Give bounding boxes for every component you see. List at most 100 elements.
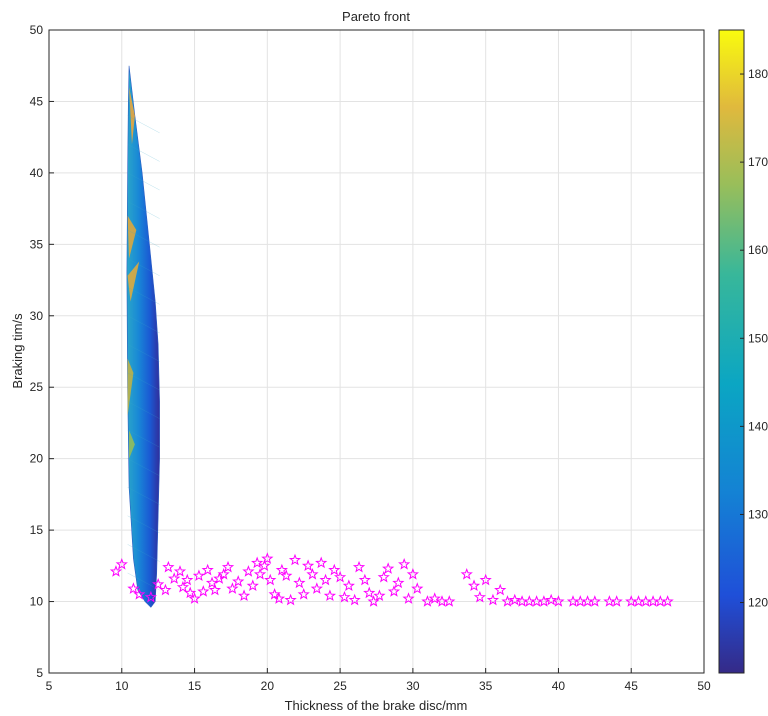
pareto-point [319, 573, 332, 586]
x-tick-label: 10 [115, 679, 129, 693]
y-tick-label: 50 [30, 23, 44, 37]
y-tick-label: 25 [30, 380, 44, 394]
x-tick-label: 20 [261, 679, 275, 693]
pareto-point [246, 579, 259, 592]
pareto-point [284, 593, 297, 606]
pareto-point [363, 586, 376, 599]
pareto-point [268, 587, 281, 600]
pareto-point [508, 593, 521, 606]
pareto-point [264, 573, 277, 586]
pareto-point [479, 573, 492, 586]
pareto-point [197, 585, 210, 597]
surface-facet [127, 401, 160, 419]
pareto-point [275, 563, 288, 576]
y-tick-label: 45 [30, 94, 44, 108]
scatter-series [109, 552, 674, 607]
pareto-point [258, 559, 271, 572]
pareto-point [306, 567, 319, 580]
pareto-point [323, 589, 337, 602]
x-tick-label: 15 [188, 679, 202, 693]
pareto-point [494, 583, 507, 596]
pareto-point [486, 593, 500, 606]
pareto-point [201, 563, 214, 576]
pareto-point [280, 569, 293, 582]
surface-highlight [127, 358, 134, 416]
x-tick-label: 35 [479, 679, 493, 693]
pareto-point [133, 587, 146, 600]
pareto-point [392, 576, 405, 589]
pareto-point [251, 556, 264, 569]
pareto-point [192, 569, 206, 582]
pareto-point [406, 567, 419, 580]
plot-frame [48, 29, 705, 674]
x-tick-label: 5 [46, 679, 53, 693]
pareto-point [328, 563, 341, 576]
y-ticks: 5 10 15 20 25 30 35 40 45 50 [30, 23, 54, 680]
pareto-point [588, 595, 601, 607]
pareto-point [115, 557, 128, 570]
colorbar-ticks: 120 130 140 150 160 170 180 [740, 67, 768, 610]
colorbar-tick-label: 120 [748, 596, 768, 610]
y-tick-label: 30 [30, 309, 44, 323]
surface-facet [127, 315, 160, 334]
surface-facet [127, 372, 160, 391]
pareto-point [358, 573, 371, 586]
colorbar-tick-label: 170 [748, 155, 768, 169]
pareto-point [242, 565, 255, 577]
pareto-point [342, 579, 355, 592]
pareto-point [188, 592, 201, 604]
pareto-surface [126, 65, 160, 608]
surface-facet [127, 487, 160, 505]
surface-facet [127, 429, 160, 448]
pareto-point [237, 589, 251, 602]
pareto-point [310, 582, 323, 594]
colorbar-tick-label: 150 [748, 331, 768, 345]
pareto-point [377, 570, 390, 583]
pareto-point [159, 583, 172, 596]
pareto-point [109, 565, 123, 577]
pareto-point [443, 595, 456, 607]
x-ticks: 5 10 15 20 25 30 35 40 45 50 [46, 668, 711, 693]
pareto-point [352, 560, 366, 573]
x-tick-label: 45 [625, 679, 639, 693]
surface-facet [127, 258, 160, 276]
pareto-point [334, 570, 347, 583]
pareto-point [382, 562, 395, 574]
pareto-point [460, 567, 473, 580]
x-axis-label: Thickness of the brake disc/mm [285, 698, 468, 713]
pareto-point [387, 585, 401, 597]
pareto-point [338, 590, 351, 603]
pareto-point [610, 595, 623, 607]
chart-title: Pareto front [342, 9, 410, 24]
y-axis-label: Braking tim/s [10, 313, 25, 389]
colorbar-tick-label: 140 [748, 419, 768, 433]
pareto-point [467, 579, 481, 592]
pareto-point [402, 592, 415, 604]
surface-body [126, 65, 160, 608]
pareto-point [168, 572, 181, 584]
surface-facet [127, 144, 160, 162]
pareto-point [205, 576, 219, 589]
surface-highlight [127, 215, 137, 259]
y-tick-label: 40 [30, 166, 44, 180]
pareto-point [373, 589, 386, 602]
colorbar-tick-label: 130 [748, 507, 768, 521]
pareto-point [226, 582, 239, 594]
y-tick-label: 15 [30, 523, 44, 537]
colorbar-tick-label: 160 [748, 243, 768, 257]
surface-highlight [129, 430, 135, 459]
pareto-point [152, 577, 165, 590]
pareto-point [398, 557, 411, 570]
surface-facet [127, 458, 160, 477]
surface-highlight [127, 261, 140, 302]
surface-facet [127, 115, 160, 134]
surface-facet [127, 344, 160, 362]
pareto-point [293, 576, 306, 589]
pareto-point [297, 587, 310, 600]
pareto-point [144, 590, 157, 603]
surface-facet [127, 544, 160, 562]
pareto-point [301, 559, 315, 572]
surface-facet [127, 286, 160, 305]
pareto-point [315, 556, 328, 569]
